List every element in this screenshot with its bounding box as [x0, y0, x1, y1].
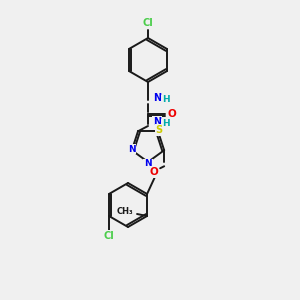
Text: O: O [168, 109, 176, 119]
Text: CH₃: CH₃ [117, 208, 134, 217]
Text: H: H [162, 119, 170, 128]
Text: N: N [128, 145, 136, 154]
Text: O: O [150, 167, 158, 177]
Text: Cl: Cl [142, 18, 153, 28]
Text: N: N [144, 160, 152, 169]
Text: H: H [162, 95, 170, 104]
Text: Cl: Cl [103, 231, 114, 241]
Text: S: S [155, 125, 163, 135]
Text: N: N [153, 93, 161, 103]
Text: N: N [153, 117, 161, 127]
